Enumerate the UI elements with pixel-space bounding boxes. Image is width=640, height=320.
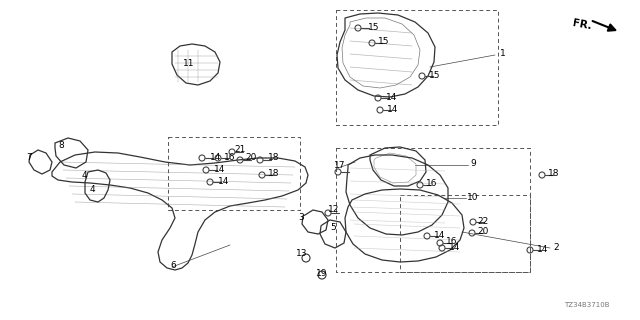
Text: 16: 16: [224, 153, 236, 162]
Text: 18: 18: [548, 169, 559, 178]
Text: 14: 14: [387, 106, 398, 115]
Text: 10: 10: [467, 193, 479, 202]
Text: 1: 1: [500, 49, 506, 58]
Text: 2: 2: [553, 244, 559, 252]
Text: 13: 13: [296, 250, 307, 259]
Text: 18: 18: [268, 170, 280, 179]
Text: 14: 14: [214, 164, 225, 173]
Text: 15: 15: [378, 37, 390, 46]
Text: TZ34B3710B: TZ34B3710B: [564, 302, 610, 308]
Text: 6: 6: [170, 260, 176, 269]
Text: 21: 21: [234, 145, 245, 154]
Text: 14: 14: [537, 244, 548, 253]
Text: 3: 3: [298, 212, 304, 221]
Text: 14: 14: [449, 243, 460, 252]
Text: 9: 9: [470, 158, 476, 167]
Text: 15: 15: [429, 70, 440, 79]
Text: 16: 16: [426, 180, 438, 188]
Text: 14: 14: [386, 92, 397, 101]
Text: 8: 8: [58, 141, 64, 150]
Text: 15: 15: [368, 22, 380, 31]
Text: 16: 16: [446, 237, 458, 246]
Text: 22: 22: [477, 217, 488, 226]
Text: 14: 14: [210, 153, 221, 162]
Text: 19: 19: [316, 268, 328, 277]
Text: 20: 20: [245, 154, 257, 163]
Text: 18: 18: [268, 154, 280, 163]
Text: 5: 5: [330, 222, 336, 231]
Text: 11: 11: [183, 59, 195, 68]
Text: FR.: FR.: [572, 18, 593, 32]
Text: 14: 14: [218, 177, 229, 186]
Text: 7: 7: [26, 154, 32, 163]
Text: 12: 12: [328, 205, 339, 214]
Text: 17: 17: [334, 162, 346, 171]
Text: 14: 14: [434, 230, 445, 239]
Text: 4: 4: [82, 171, 88, 180]
Text: 4: 4: [90, 186, 95, 195]
Text: 20: 20: [477, 227, 488, 236]
